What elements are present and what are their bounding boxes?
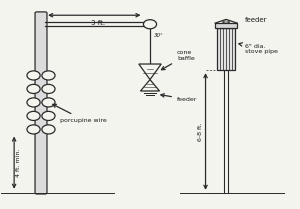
- Polygon shape: [139, 64, 161, 80]
- Circle shape: [27, 125, 40, 134]
- Text: 4 ft. min.: 4 ft. min.: [16, 149, 21, 177]
- Text: 3 ft.: 3 ft.: [91, 20, 105, 26]
- Text: feeder: feeder: [245, 17, 267, 23]
- Circle shape: [143, 20, 157, 29]
- Circle shape: [42, 71, 55, 80]
- Circle shape: [42, 111, 55, 120]
- Circle shape: [42, 84, 55, 93]
- Bar: [215, 23, 237, 28]
- Text: porcupine wire: porcupine wire: [53, 104, 107, 122]
- Text: 6-8 ft.: 6-8 ft.: [198, 122, 203, 141]
- Text: 30°: 30°: [154, 33, 163, 38]
- Circle shape: [27, 111, 40, 120]
- Text: 6" dia.
stove pipe: 6" dia. stove pipe: [239, 43, 278, 54]
- Text: cone
baffle: cone baffle: [161, 50, 195, 70]
- Circle shape: [27, 71, 40, 80]
- Circle shape: [42, 125, 55, 134]
- Circle shape: [27, 98, 40, 107]
- Polygon shape: [140, 80, 160, 91]
- Bar: [218, 28, 235, 70]
- FancyBboxPatch shape: [35, 12, 47, 194]
- Circle shape: [27, 84, 40, 93]
- Text: feeder: feeder: [161, 94, 197, 102]
- Circle shape: [42, 98, 55, 107]
